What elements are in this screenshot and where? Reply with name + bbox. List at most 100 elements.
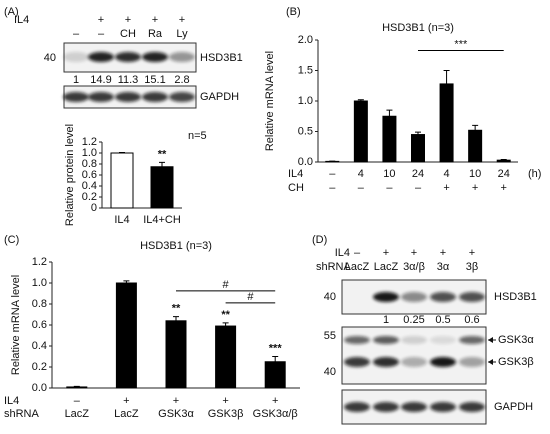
panel-label: (A)	[4, 6, 19, 18]
band	[142, 92, 168, 102]
y-tick-label: 1.2	[32, 256, 47, 268]
band	[459, 357, 485, 367]
blot-label: HSD3B1	[494, 291, 537, 303]
blot-label: GSK3β	[498, 356, 534, 368]
x-tick-label: GSK3α	[158, 408, 194, 420]
x-tick-label: +	[222, 395, 228, 407]
significance: ***	[269, 342, 283, 354]
band	[430, 336, 456, 344]
y-tick-label: 1.0	[32, 277, 47, 289]
row-label: IL4	[14, 14, 29, 26]
quant-label: 1	[73, 74, 79, 86]
error-bar	[123, 280, 130, 286]
marker-label: 40	[44, 52, 56, 64]
error-bar	[500, 159, 507, 161]
blot-label: GAPDH	[494, 401, 533, 413]
quant-label: 0.6	[464, 314, 479, 326]
y-tick-label: 1.0	[298, 95, 313, 107]
quant-label: 1	[383, 314, 389, 326]
error-bar	[329, 160, 336, 162]
arrow-head	[488, 359, 493, 365]
band	[401, 357, 427, 367]
band	[401, 402, 427, 412]
band	[430, 357, 456, 367]
band	[430, 402, 456, 412]
bracket-label: ***	[454, 38, 468, 50]
bar	[110, 152, 134, 209]
chart-title: HSD3B1 (n=3)	[140, 240, 212, 252]
x-tick-label: 4	[358, 168, 364, 180]
x-tick-label: –	[415, 182, 422, 194]
x-tick-label: 10	[469, 168, 481, 180]
error-bar	[73, 385, 80, 388]
y-tick-label: 0.5	[298, 125, 313, 137]
error-bar	[386, 109, 393, 123]
quant-label: 0.5	[435, 314, 450, 326]
row-label: IL4	[288, 168, 303, 180]
annotation: n=5	[188, 130, 207, 142]
y-tick-label: 1.5	[298, 64, 313, 76]
y-tick-label: 0	[91, 202, 97, 214]
unit-label: (h)	[528, 168, 541, 180]
y-tick-label: 2.0	[298, 34, 313, 46]
lane-label: +	[152, 14, 158, 26]
y-tick-label: 0.6	[32, 319, 47, 331]
lane-label: –	[73, 28, 80, 40]
lane-label: +	[440, 247, 446, 259]
bar	[353, 100, 368, 163]
bar	[115, 282, 137, 389]
x-tick-label: 24	[412, 168, 424, 180]
x-tick-label: IL4+CH	[143, 214, 181, 226]
x-tick-label: GSK3α/β	[253, 408, 298, 420]
bar	[411, 134, 425, 163]
lane-label: +	[469, 247, 475, 259]
panel-label: (C)	[4, 234, 19, 246]
quant-label: 2.8	[174, 74, 189, 86]
error-bar	[173, 316, 179, 325]
lane-label: LacZ	[345, 261, 370, 273]
marker-label: 55	[324, 330, 336, 342]
band	[344, 336, 370, 344]
lane-label: +	[98, 14, 104, 26]
lane-label: LacZ	[374, 261, 399, 273]
x-tick-label: 24	[498, 168, 510, 180]
quant-label: 11.3	[118, 74, 139, 86]
y-tick-label: 0.0	[298, 156, 313, 168]
row-label: CH	[288, 182, 304, 194]
y-tick-label: 0.8	[32, 298, 47, 310]
y-tick-label: 1.0	[82, 147, 97, 159]
chart-title: HSD3B1 (n=3)	[382, 22, 454, 34]
bracket-label: #	[247, 291, 254, 303]
error-bar	[159, 161, 165, 172]
band	[373, 357, 399, 367]
error-bar	[443, 70, 450, 98]
band	[115, 52, 141, 62]
band	[459, 292, 485, 302]
band	[373, 402, 399, 412]
significance: **	[221, 309, 230, 321]
error-bar	[272, 356, 279, 367]
error-bar	[119, 151, 125, 154]
band	[459, 402, 485, 412]
x-tick-label: –	[358, 182, 365, 194]
lane-label: +	[411, 247, 417, 259]
y-tick-label: 0.0	[32, 382, 47, 394]
blot-label: HSD3B1	[200, 52, 243, 64]
bracket-label: #	[223, 279, 230, 291]
y-tick-label: 0.2	[32, 361, 47, 373]
panel-label: (B)	[286, 6, 301, 18]
band	[344, 357, 370, 367]
arrow-head	[488, 337, 493, 343]
x-tick-label: –	[329, 168, 336, 180]
y-tick-label: 0.4	[32, 340, 47, 352]
band	[88, 52, 114, 62]
lane-label: CH	[120, 28, 136, 40]
x-tick-label: –	[329, 182, 336, 194]
lane-label: –	[98, 28, 105, 40]
x-tick-label: +	[272, 395, 278, 407]
x-tick-label: LacZ	[114, 408, 139, 420]
lane-label: +	[179, 14, 185, 26]
y-axis-label: Relative mRNA level	[10, 275, 22, 375]
x-tick-label: LacZ	[65, 408, 90, 420]
panel-label: (D)	[312, 234, 327, 246]
